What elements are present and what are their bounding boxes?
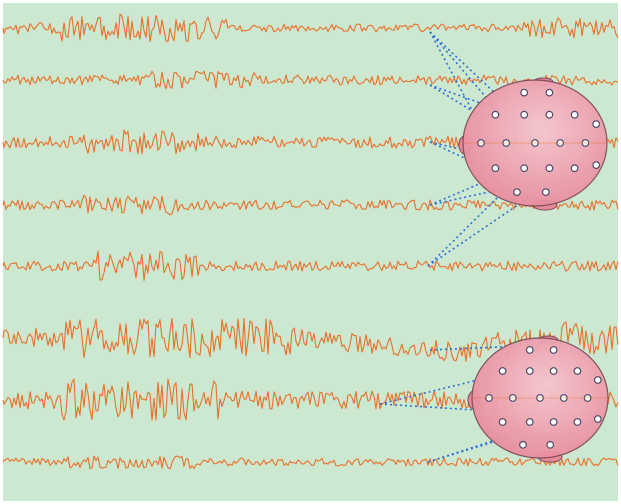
head-top [458, 77, 608, 211]
electrode [549, 367, 558, 375]
electrode [570, 110, 579, 119]
electrode [477, 139, 485, 147]
electrode [541, 188, 550, 197]
electrode [491, 164, 500, 173]
electrode [545, 110, 554, 119]
electrode [545, 88, 554, 97]
electrode [573, 367, 582, 375]
electrode [485, 394, 493, 402]
electrode [592, 120, 601, 128]
electrode-link [429, 31, 498, 96]
electrode [583, 394, 592, 402]
eeg-trace-1 [2, 13, 619, 43]
electrode [491, 110, 500, 119]
electrode-link [427, 189, 506, 267]
electrode [519, 440, 527, 449]
eeg-trace-5 [2, 250, 619, 281]
electrode [520, 164, 529, 173]
electrode [536, 394, 544, 402]
electrode [520, 110, 529, 119]
electrode [525, 346, 534, 354]
eeg-heads [458, 77, 609, 463]
electrode [546, 440, 555, 449]
electrode [508, 394, 517, 402]
electrode [502, 139, 511, 147]
electrode [559, 394, 568, 402]
electrode [593, 415, 602, 423]
electrode [581, 139, 590, 147]
electrode [592, 161, 601, 170]
electrode [593, 376, 602, 384]
electrode [556, 139, 565, 147]
electrode [520, 88, 529, 97]
electrode-link [429, 84, 501, 129]
eeg-trace-8 [2, 455, 619, 470]
electrode [513, 188, 521, 197]
eeg-trace-6 [2, 317, 619, 362]
eeg-trace-2 [2, 70, 619, 90]
electrode [531, 139, 539, 147]
electrode [498, 367, 507, 375]
electrode-link [379, 379, 479, 405]
head-bottom [467, 335, 609, 463]
electrode [549, 346, 558, 354]
electrode [549, 418, 558, 426]
electrode [570, 164, 579, 173]
electrode-link [379, 403, 477, 411]
electrode [498, 418, 507, 426]
electrode [573, 418, 582, 426]
electrode [545, 164, 554, 173]
electrode [525, 367, 534, 375]
electrode [525, 418, 534, 426]
